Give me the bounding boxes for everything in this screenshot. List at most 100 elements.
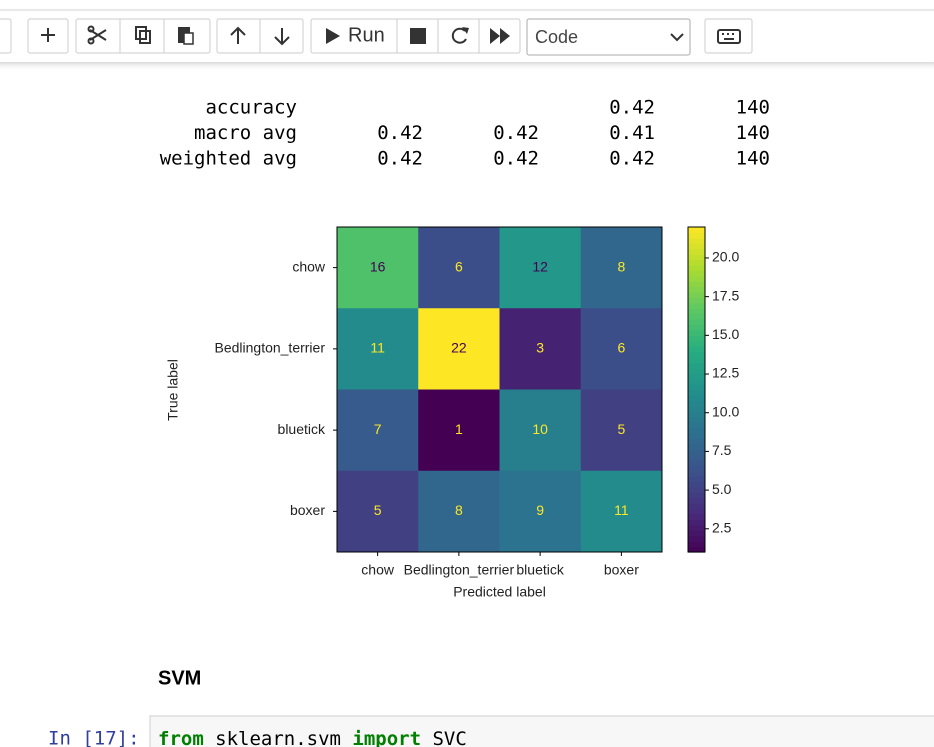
heatmap-cell bbox=[580, 308, 663, 390]
plus-icon bbox=[41, 28, 55, 42]
cell-label: 5 bbox=[374, 502, 382, 518]
colorbar-tick-label: 15.0 bbox=[712, 326, 739, 342]
edit-group[interactable] bbox=[75, 18, 211, 54]
report-cell: 140 bbox=[736, 97, 770, 119]
colorbar-segment bbox=[688, 514, 705, 521]
cell-label: 6 bbox=[617, 340, 625, 356]
colorbar-tick-label: 12.5 bbox=[712, 365, 739, 381]
code-token: SVC bbox=[432, 728, 466, 747]
colorbar-tick-label: 5.0 bbox=[712, 481, 732, 497]
code-line: from sklearn.svm import SVC bbox=[158, 728, 467, 747]
heatmap-cell bbox=[580, 227, 663, 309]
report-cell: 0.42 bbox=[609, 148, 655, 170]
colorbar-segment bbox=[688, 443, 705, 450]
colorbar-segment bbox=[688, 535, 705, 542]
colorbar-segment bbox=[688, 270, 705, 277]
y-tick-label: boxer bbox=[290, 502, 325, 518]
chevron bbox=[670, 33, 684, 42]
colorbar-segment bbox=[688, 416, 705, 423]
cell-label: 11 bbox=[614, 502, 629, 518]
colorbar-segment bbox=[688, 378, 705, 385]
colorbar-segment bbox=[688, 470, 705, 477]
cell-type[interactable]: Code bbox=[535, 27, 578, 47]
colorbar-segment bbox=[688, 357, 705, 364]
up-icon bbox=[230, 26, 246, 44]
colorbar-segment bbox=[688, 405, 705, 412]
colorbar-segment bbox=[688, 508, 705, 515]
colorbar-segment bbox=[688, 362, 705, 369]
keyboard-icon bbox=[722, 33, 734, 40]
colorbar-segment bbox=[688, 286, 705, 293]
restart-icon bbox=[462, 27, 469, 34]
colorbar-segment bbox=[688, 324, 705, 331]
keyboard-button[interactable] bbox=[704, 18, 753, 54]
colorbar-segment bbox=[688, 335, 705, 342]
colorbar-segment bbox=[688, 319, 705, 326]
report-cell: weighted avg bbox=[160, 148, 297, 170]
cell-label: 7 bbox=[374, 421, 382, 437]
heatmap-cell bbox=[418, 227, 500, 309]
axes-frame bbox=[336, 226, 663, 553]
x-tick-label: chow bbox=[361, 562, 395, 578]
colorbar-segment bbox=[688, 530, 705, 537]
colorbar-segment bbox=[688, 243, 705, 250]
code-token: from bbox=[158, 728, 204, 747]
colorbar-segment bbox=[688, 524, 705, 531]
classification-report: accuracy 0.42 140 macro avg 0.42 0.42 0.41 140 w… bbox=[160, 97, 770, 170]
heatmap-cell bbox=[418, 470, 500, 553]
code-token: sklearn.svm bbox=[215, 728, 341, 747]
run-label[interactable]: Run bbox=[348, 24, 385, 46]
heatmap-cell bbox=[337, 389, 419, 472]
cut-icon bbox=[87, 37, 95, 45]
colorbar-segment bbox=[688, 346, 705, 353]
colorbar-segment bbox=[688, 400, 705, 407]
colorbar-tick-label: 20.0 bbox=[712, 249, 739, 265]
cell-label: 1 bbox=[455, 421, 463, 437]
report-cell: accuracy bbox=[205, 97, 297, 119]
copy-icon bbox=[139, 30, 151, 44]
cell-label: 3 bbox=[536, 340, 544, 356]
stop-icon bbox=[410, 28, 426, 44]
colorbar-segment bbox=[688, 389, 705, 396]
colorbar-segment bbox=[688, 281, 705, 288]
run-icon bbox=[326, 28, 340, 44]
cut-icon bbox=[87, 25, 95, 33]
colorbar-segment bbox=[688, 449, 705, 456]
heatmap-cell bbox=[337, 470, 419, 553]
cell-label: 11 bbox=[370, 340, 385, 356]
colorbar-segment bbox=[688, 487, 705, 494]
save-button[interactable] bbox=[0, 18, 12, 54]
colorbar-segment bbox=[688, 227, 705, 234]
toolbar-buttons[interactable]: Run Code bbox=[0, 18, 753, 56]
colorbar-segment bbox=[688, 248, 705, 255]
colorbar-segment bbox=[688, 292, 705, 299]
heatmap-cell bbox=[337, 308, 419, 390]
code-cell[interactable] bbox=[149, 715, 934, 747]
report-cell: 0.42 bbox=[493, 148, 539, 170]
confusion-matrix: 16 6 12 8 11 22 3 6 7 1 10 5 5 8 9 11 chow Bedlington_ter… bbox=[165, 226, 739, 600]
colorbar-tick-label: 17.5 bbox=[712, 287, 739, 303]
cell-label: 8 bbox=[617, 258, 625, 274]
colorbar-segment bbox=[688, 519, 705, 526]
colorbar-segment bbox=[688, 313, 705, 320]
cell-type-select[interactable] bbox=[526, 18, 691, 56]
colorbar-segment bbox=[688, 264, 705, 271]
down-icon bbox=[274, 28, 290, 46]
keyboard-icon bbox=[717, 29, 741, 44]
input-prompt: In [17]: bbox=[48, 728, 140, 747]
colorbar-frame bbox=[687, 226, 706, 553]
y-tick-label: bluetick bbox=[278, 421, 326, 437]
colorbar-segment bbox=[688, 340, 705, 347]
y-tick-label: Bedlington_terrier bbox=[214, 340, 325, 356]
colorbar-segment bbox=[688, 411, 705, 418]
x-axis-label: Predicted label bbox=[453, 584, 546, 600]
colorbar-segment bbox=[688, 541, 705, 548]
colorbar-segment bbox=[688, 351, 705, 358]
colorbar-segment bbox=[688, 302, 705, 309]
cell-label: 6 bbox=[455, 258, 463, 274]
cell-label: 16 bbox=[370, 258, 386, 274]
heatmap-cell bbox=[418, 389, 500, 472]
colorbar-segment bbox=[688, 232, 705, 239]
colorbar-segment bbox=[688, 275, 705, 282]
